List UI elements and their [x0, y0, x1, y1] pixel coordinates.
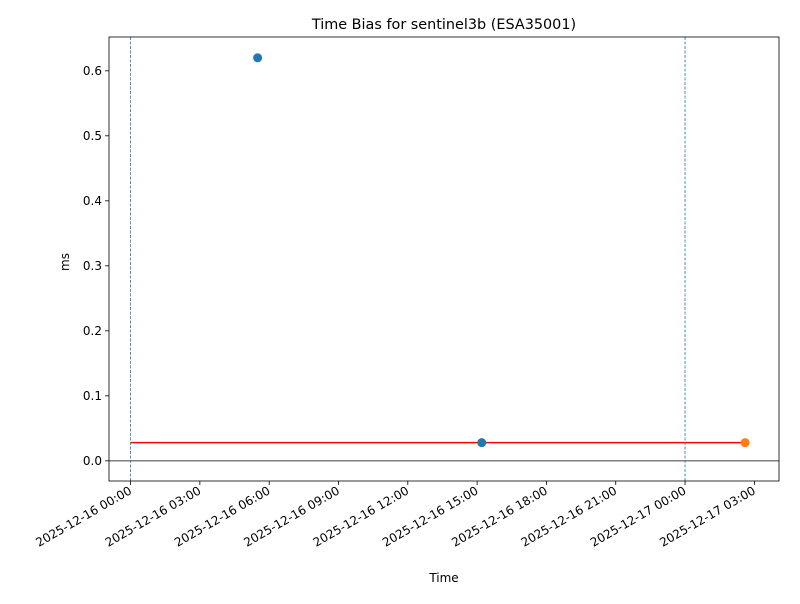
y-axis-label: ms [58, 253, 72, 271]
y-tick-label: 0.0 [83, 454, 102, 468]
y-tick-label: 0.6 [83, 64, 102, 78]
chart-title: Time Bias for sentinel3b (ESA35001) [311, 17, 576, 33]
y-tick-label: 0.2 [83, 324, 102, 338]
data-point [740, 438, 750, 448]
y-tick-label: 0.1 [83, 389, 102, 403]
y-tick-label: 0.5 [83, 129, 102, 143]
plot-frame [108, 36, 780, 482]
y-tick-label: 0.4 [83, 194, 102, 208]
y-tick-label: 0.3 [83, 259, 102, 273]
plot-area [109, 37, 779, 481]
data-point [253, 53, 263, 63]
data-point [477, 438, 487, 448]
x-axis-label: Time [428, 571, 458, 585]
